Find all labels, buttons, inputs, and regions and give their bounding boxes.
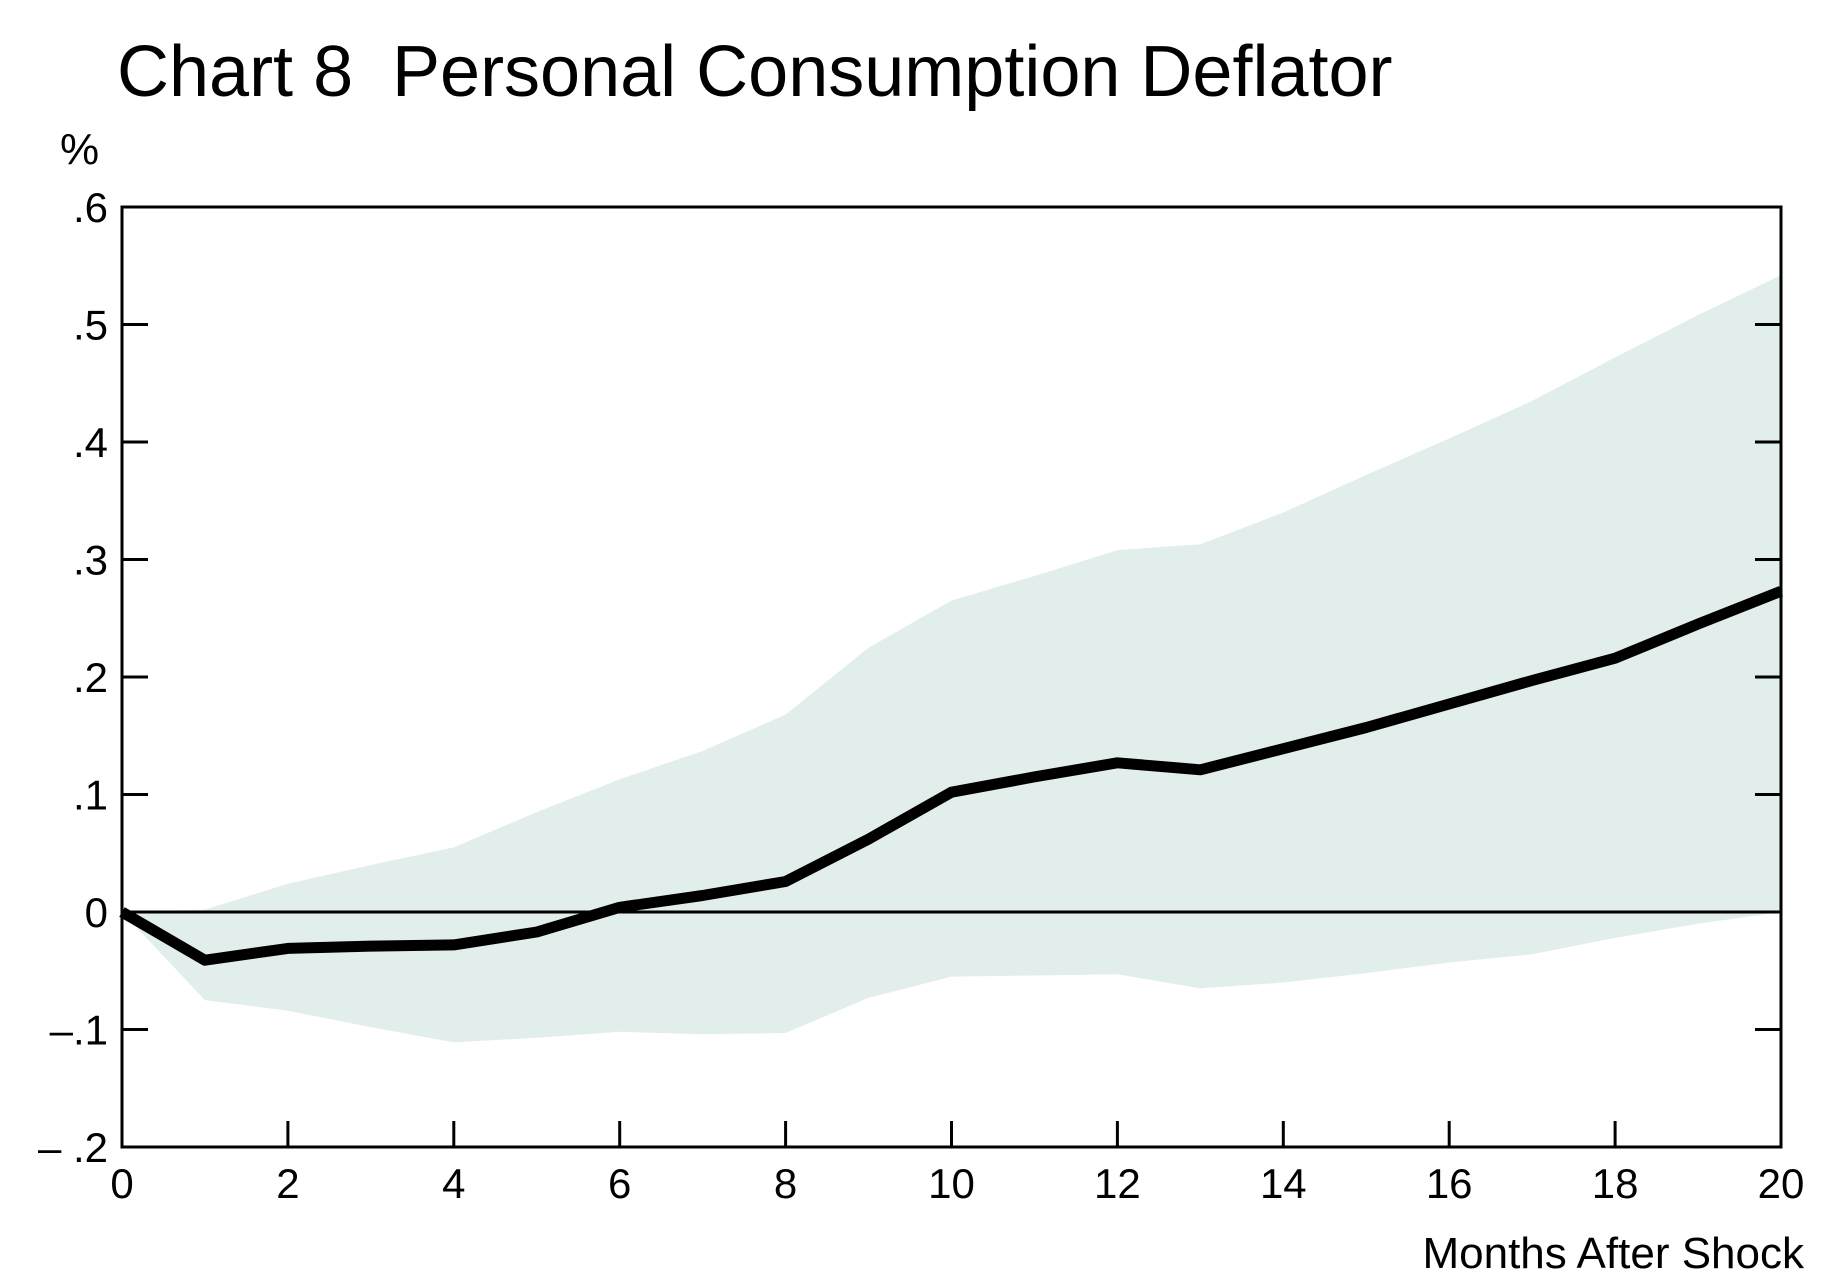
y-tick-label: .6	[73, 184, 108, 231]
chart-number: Chart 8	[117, 32, 353, 112]
y-axis-unit-label: %	[60, 125, 99, 174]
plot-area: – .2 –.1 0 .1 .2 .3 .4 .5 .6 0 2 4 6 8 10 12 14 16 18 20	[38, 184, 1804, 1207]
y-tick-label: .5	[73, 302, 108, 349]
series-line	[119, 586, 1784, 966]
x-tick-label: 12	[1094, 1160, 1141, 1207]
x-tick-label: 0	[110, 1160, 133, 1207]
y-tick-label: .3	[73, 537, 108, 584]
x-tick-label: 16	[1426, 1160, 1473, 1207]
x-tick-label: 8	[774, 1160, 797, 1207]
x-tick-label: 20	[1758, 1160, 1805, 1207]
x-tick-label: 2	[276, 1160, 299, 1207]
y-tick-label: .2	[73, 654, 108, 701]
confidence-band	[122, 275, 1781, 1043]
y-tick-label: .4	[73, 419, 108, 466]
y-tick-label: .1	[73, 772, 108, 819]
y-tick-label: –.1	[50, 1007, 108, 1054]
x-tick-label: 4	[442, 1160, 465, 1207]
x-tick-label: 14	[1260, 1160, 1307, 1207]
y-tick-label: – .2	[38, 1124, 108, 1171]
x-tick-label: 6	[608, 1160, 631, 1207]
x-tick-label: 18	[1592, 1160, 1639, 1207]
x-tick-label: 10	[928, 1160, 975, 1207]
x-axis-title: Months After Shock	[1422, 1229, 1805, 1278]
chart-title: Personal Consumption Deflator	[392, 32, 1393, 112]
y-tick-label: 0	[85, 889, 108, 936]
